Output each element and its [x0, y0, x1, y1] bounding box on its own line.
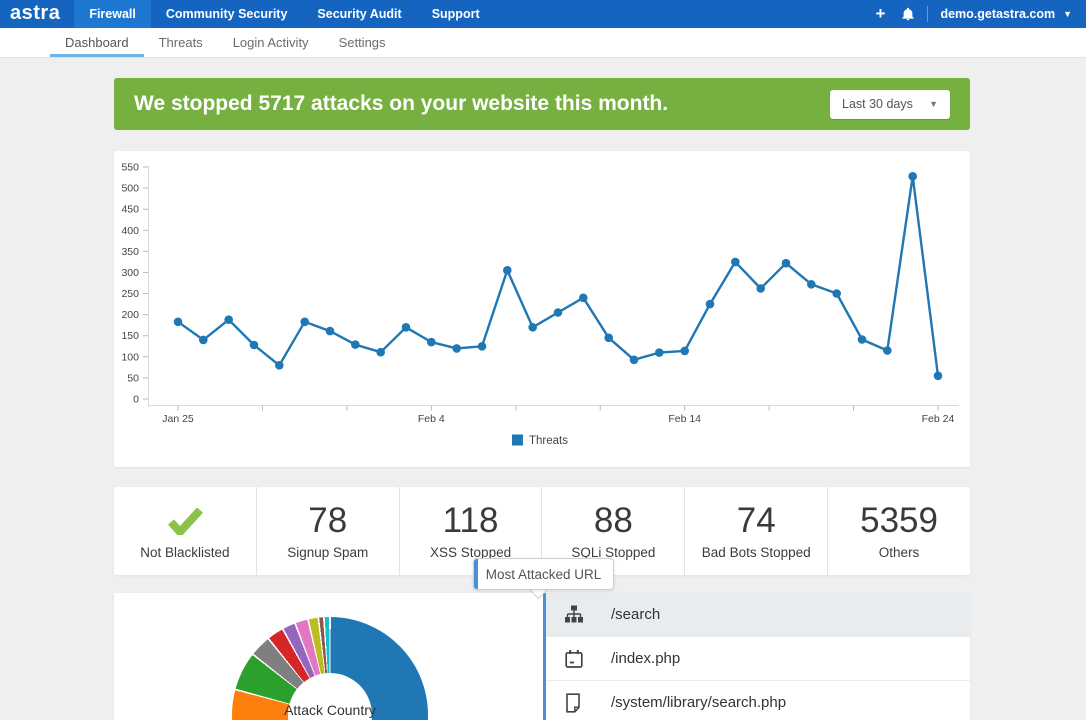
svg-text:400: 400	[121, 225, 139, 237]
stat-label: Bad Bots Stopped	[701, 545, 811, 560]
astra-logo: astra	[10, 1, 61, 24]
stat-label: XSS Stopped	[430, 545, 512, 560]
attack-summary-banner: We stopped 5717 attacks on your website …	[114, 78, 970, 130]
banner-prefix: We stopped	[134, 92, 253, 115]
account-menu[interactable]: demo.getastra.com ▼	[940, 7, 1072, 21]
top-navbar: astra Firewall Community Security Security…	[0, 0, 1086, 28]
url-row[interactable]: /index.php	[546, 637, 970, 681]
svg-text:Feb 24: Feb 24	[922, 413, 955, 425]
stat-bad-bots-stopped: 74 Bad Bots Stopped	[684, 487, 827, 575]
navbar-items: Firewall Community Security Security Audit…	[74, 0, 494, 28]
attack-details-card: Attack Country /search/index.php/system/…	[114, 593, 970, 720]
stat-value: 5359	[860, 501, 938, 540]
svg-text:Jan 25: Jan 25	[162, 413, 194, 425]
date-range-value: Last 30 days	[842, 97, 913, 111]
svg-text:100: 100	[121, 351, 139, 363]
attack-country-title: Attack Country	[284, 702, 376, 718]
stat-value: 78	[308, 501, 348, 540]
plus-icon[interactable]: +	[875, 4, 886, 23]
date-range-select[interactable]: Last 30 days ▼	[830, 89, 950, 119]
tab-dashboard[interactable]: Dashboard	[50, 28, 144, 57]
url-path: /search	[611, 606, 661, 623]
tab-login-activity[interactable]: Login Activity	[232, 35, 309, 50]
stat-label: Signup Spam	[287, 545, 369, 560]
svg-text:450: 450	[121, 204, 139, 216]
svg-text:0: 0	[133, 394, 139, 406]
sitemap-icon	[564, 605, 586, 625]
tab-threats[interactable]: Threats	[158, 35, 203, 50]
svg-text:Feb 14: Feb 14	[668, 413, 701, 425]
tab-settings[interactable]: Settings	[338, 35, 386, 50]
caret-down-icon: ▼	[929, 99, 938, 109]
svg-text:500: 500	[121, 183, 139, 195]
svg-text:250: 250	[121, 288, 139, 300]
secondary-nav: Dashboard Threats Login Activity Settings	[0, 28, 1086, 58]
banner-message: We stopped 5717 attacks on your website …	[134, 92, 668, 116]
most-attacked-url-tooltip: Most Attacked URL	[473, 558, 614, 590]
nav-item-support[interactable]: Support	[431, 7, 480, 21]
navbar-divider	[927, 6, 929, 22]
svg-text:Feb 4: Feb 4	[418, 413, 445, 425]
stat-value: 118	[442, 501, 499, 540]
check-icon	[167, 504, 203, 538]
stat-sqli-stopped: 88 SQLi Stopped	[541, 487, 684, 575]
threats-line-chart: 0 50 100 150 200 250 300 350 400 450 500 550 Jan 25 F…	[121, 162, 959, 448]
svg-text:350: 350	[121, 246, 139, 258]
navbar-right: + demo.getastra.com ▼	[864, 1, 1086, 27]
account-domain: demo.getastra.com	[940, 7, 1056, 21]
nav-item-community-security[interactable]: Community Security	[165, 7, 288, 21]
svg-text:150: 150	[121, 330, 139, 342]
threats-chart-card: 0 50 100 150 200 250 300 350 400 450 500 550 Jan 25 F…	[114, 151, 970, 467]
banner-count: 5717 attacks	[258, 92, 384, 115]
url-row[interactable]: /search	[546, 593, 970, 637]
svg-text:200: 200	[121, 309, 139, 321]
nav-item-security-audit[interactable]: Security Audit	[317, 7, 402, 21]
stat-xss-stopped: 118 XSS Stopped	[398, 487, 542, 575]
url-path: /system/library/search.php	[611, 694, 787, 711]
active-tab-underline	[50, 54, 144, 57]
legend-item-threats[interactable]: Threats	[512, 434, 568, 448]
stat-label: Not Blacklisted	[140, 545, 230, 560]
nav-item-firewall[interactable]: Firewall	[74, 0, 151, 28]
url-path: /index.php	[611, 650, 681, 667]
stat-value: 88	[593, 501, 633, 540]
file-icon	[564, 692, 586, 713]
stat-label: Others	[878, 545, 920, 560]
stat-value: 74	[736, 501, 776, 540]
svg-text:50: 50	[127, 372, 139, 384]
stat-others: 5359 Others	[827, 487, 970, 575]
most-attacked-url-list: /search/index.php/system/library/search.…	[543, 593, 970, 720]
url-row[interactable]: /system/library/search.php	[546, 681, 970, 720]
stat-label: SQLi Stopped	[571, 545, 656, 560]
main-content: We stopped 5717 attacks on your website …	[0, 58, 970, 720]
banner-suffix: on your website this month.	[389, 92, 669, 115]
calendar-icon	[564, 649, 586, 669]
caret-down-icon: ▼	[1063, 9, 1072, 19]
stat-signup-spam: 78 Signup Spam	[255, 487, 399, 575]
svg-text:300: 300	[121, 267, 139, 279]
tooltip-title: Most Attacked URL	[485, 566, 602, 582]
bell-icon[interactable]	[897, 7, 927, 21]
svg-text:550: 550	[121, 162, 139, 174]
stat-not-blacklisted: Not Blacklisted	[114, 487, 256, 575]
svg-text:Threats: Threats	[529, 435, 568, 447]
